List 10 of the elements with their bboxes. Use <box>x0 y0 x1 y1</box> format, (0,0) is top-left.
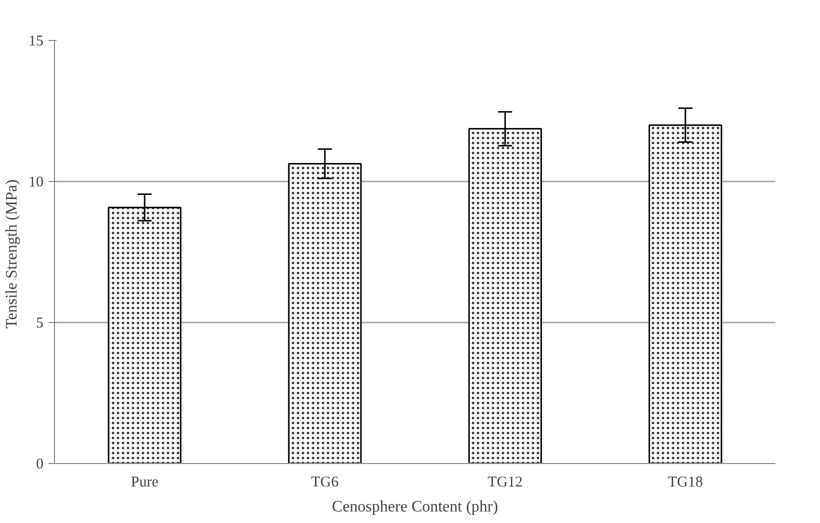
x-tick-label: TG18 <box>668 474 703 490</box>
x-tick-label: TG6 <box>311 474 340 490</box>
x-tick-label: TG12 <box>488 474 523 490</box>
y-tick-label: 10 <box>28 174 44 190</box>
y-tick-label: 0 <box>36 456 44 472</box>
y-tick-label: 15 <box>28 34 44 50</box>
y-tick-label: 5 <box>36 316 44 332</box>
x-tick-label: Pure <box>130 474 159 490</box>
y-axis-title: Tensile Strength (MPa) <box>4 179 20 329</box>
x-axis-title: Cenosphere Content (phr) <box>332 498 498 516</box>
